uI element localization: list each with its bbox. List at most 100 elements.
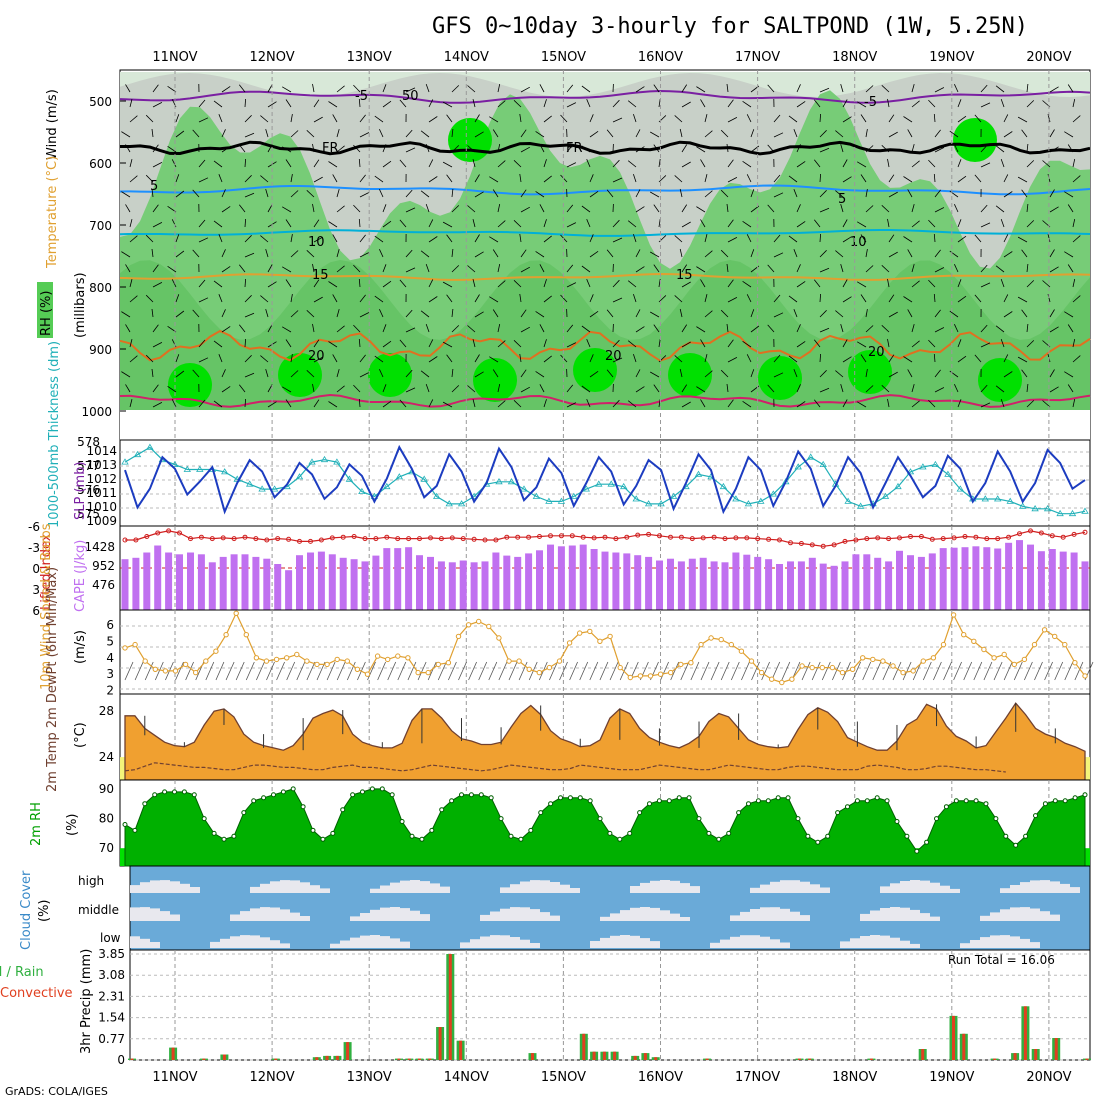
wind-barb [359,354,366,363]
precip-conv-bar [602,1051,606,1060]
wind-barb [474,251,484,258]
precip-tick: 1.54 [98,1011,125,1025]
slp-tick: 1011 [86,486,117,500]
li-point [264,537,270,543]
wind-barb-10m [761,661,770,681]
wind-barb [1026,263,1029,273]
li-point [788,540,793,546]
precip-conv-bar [438,1027,442,1060]
cape-bar [536,550,543,610]
wind-barb [1026,280,1035,288]
wind-barb-10m [144,661,154,681]
wind-speed-point [597,638,603,644]
wind-speed-point [910,668,916,674]
cloud-fraction-cell [900,940,910,948]
wind-barb [934,369,941,378]
wind-barb [903,116,913,123]
wind-barb [497,400,506,408]
thickness-point [320,455,329,463]
wind-barb [285,159,292,168]
li-point [526,534,532,540]
wind-barb [467,205,476,213]
wind-barb [1049,266,1059,273]
wind-speed-point [799,663,805,669]
cloud-fraction-cell [920,880,930,893]
wind-barb [1000,338,1005,348]
thickness-point [644,500,653,507]
wind-barb-10m [1003,661,1013,681]
cape-bar [328,554,336,610]
wind-barb [842,356,852,363]
wind-barb [635,326,645,333]
wind-speed-point [1052,633,1058,640]
wind-barb [635,249,641,258]
wind-barb [353,144,361,153]
rh-point [251,798,257,804]
li-point [133,537,139,543]
wind-barb [218,354,223,363]
cloud-fraction-cell [760,936,770,948]
wind-barb [949,130,959,138]
wind-barb [1049,309,1055,318]
wind-barb [674,175,683,183]
wind-barb [328,401,338,408]
wind-barb [399,159,407,168]
wind-speed-point [627,674,633,681]
wind-barb [213,340,223,348]
rh-point [963,798,969,804]
wind-barb [560,294,568,303]
precip-conv-bar [1023,1006,1027,1060]
wind-barb [151,248,154,258]
wind-barb-10m [1064,661,1074,681]
cape-bar [677,561,685,610]
wind-barb [586,279,591,288]
wind-barb [451,248,454,258]
wind-barb [627,400,637,408]
wind-axis-label: Wind (m/s) [45,89,60,160]
wind-barb [742,220,752,228]
wind-barb [382,280,392,288]
wind-barb [129,175,138,183]
thickness-point [395,473,404,480]
cape-bar [197,554,205,610]
li-point [308,538,313,544]
wind-barb [492,129,499,138]
rh-point [528,827,534,833]
wind-barb [513,160,522,168]
thickness-point [906,468,915,475]
wind-barb [425,323,430,333]
wind-barb [957,235,967,243]
wind-barb [379,369,384,378]
wind-barb-10m [660,661,669,681]
cape-bar [263,558,271,610]
wind-barb [328,281,338,288]
wind-speed-point [779,679,785,686]
wind-barb [359,372,370,378]
wind-barb [635,386,645,393]
wind-speed-point [930,655,937,661]
wind-barb [543,279,547,288]
wind-barb [911,203,915,213]
wind-speed-point [405,655,411,661]
wind-barb [405,87,416,93]
wind-speed-point [657,671,664,677]
wind-barb [612,117,623,123]
wind-speed-point [516,658,522,664]
cloud-fraction-cell [1030,908,1040,921]
wind-barb [612,99,620,108]
wind-barb [566,222,577,228]
wind-barb [374,115,384,123]
wind-barb [328,221,338,228]
li-point [242,534,248,540]
cape-bar [667,558,674,610]
thickness-tick: 577 [77,459,100,473]
li-point [591,535,597,541]
cloud-fraction-cell [990,935,1000,948]
wind-barb [933,293,936,303]
wind-barb [281,266,292,273]
date-label-top: 14NOV [444,50,489,65]
rh-point [439,807,445,813]
wind-barb [192,249,200,258]
wind-tick: 3 [106,667,114,681]
slp-tick: 1013 [86,458,117,472]
